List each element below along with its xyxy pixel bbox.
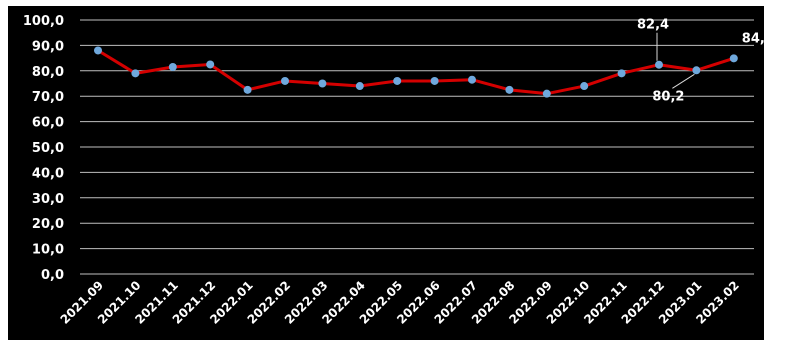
chart-panel: 0,0 10,0 20,0 30,0 40,0 50,0 60,0 70,0 80,0 90,0 1… xyxy=(8,6,764,340)
data-point xyxy=(168,62,177,71)
data-point xyxy=(617,69,626,78)
data-point xyxy=(505,85,514,94)
y-axis-ticks: 0,0 10,0 20,0 30,0 40,0 50,0 60,0 70,0 80,0 90,0 1… xyxy=(23,14,64,283)
data-point xyxy=(692,66,701,75)
data-point xyxy=(281,76,289,85)
data-label: 82,4 xyxy=(637,18,669,33)
series-line-path xyxy=(97,49,735,96)
data-point xyxy=(131,69,140,78)
y-tick-label: 60,0 xyxy=(32,116,64,131)
data-point xyxy=(243,85,252,94)
y-tick-label: 100,0 xyxy=(23,14,64,29)
data-point xyxy=(468,75,476,84)
y-tick-label: 50,0 xyxy=(32,141,64,156)
y-tick-label: 10,0 xyxy=(32,243,64,258)
label-leader-line xyxy=(672,73,695,89)
data-point xyxy=(355,82,364,91)
data-point xyxy=(655,60,663,69)
data-point xyxy=(729,54,738,63)
y-tick-label: 30,0 xyxy=(32,192,64,207)
y-tick-label: 20,0 xyxy=(32,217,64,232)
data-label: 84,9 xyxy=(742,31,764,46)
series-line xyxy=(97,49,735,96)
y-tick-label: 70,0 xyxy=(32,90,64,105)
data-point xyxy=(580,82,589,91)
y-tick-label: 90,0 xyxy=(32,39,64,54)
y-tick-label: 40,0 xyxy=(32,166,64,181)
data-point xyxy=(393,76,402,85)
data-point xyxy=(206,60,215,69)
y-tick-label: 80,0 xyxy=(32,65,64,80)
data-point xyxy=(318,79,327,88)
data-point xyxy=(542,89,551,98)
data-label: 80,2 xyxy=(652,89,684,104)
series-markers xyxy=(94,46,738,98)
data-labels: 82,4 80,2 84,9 xyxy=(637,18,764,105)
line-chart: 0,0 10,0 20,0 30,0 40,0 50,0 60,0 70,0 80,0 90,0 1… xyxy=(23,14,764,327)
grid-lines xyxy=(80,19,754,275)
y-tick-label: 0,0 xyxy=(41,268,64,283)
data-point xyxy=(430,76,439,85)
data-point xyxy=(94,46,102,55)
x-axis-ticks: 2021.092021.102021.112021.122022.012022.… xyxy=(58,278,742,327)
